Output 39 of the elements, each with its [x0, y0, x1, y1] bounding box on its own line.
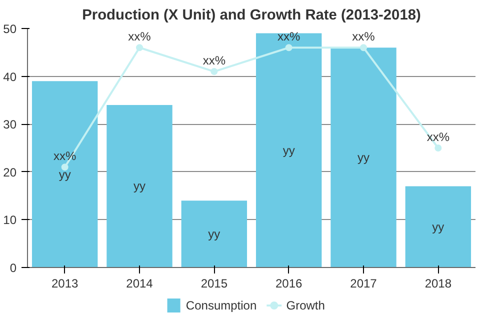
y-tick-label: 0 [10, 261, 17, 275]
chart-title: Production (X Unit) and Growth Rate (2013-2018) [82, 8, 422, 24]
point [360, 44, 367, 52]
legend-label: Growth [286, 298, 325, 312]
data-label: xx% [278, 30, 300, 44]
bar [256, 33, 322, 268]
bar [405, 186, 472, 268]
data-label: xx% [352, 30, 376, 44]
x-tick-label: 2018 [424, 276, 452, 290]
data-label: xx% [426, 130, 450, 144]
y-tick-label: 10 [3, 213, 17, 228]
data-label: yy [208, 227, 220, 242]
data-label: yy [432, 220, 444, 234]
bar [106, 104, 172, 268]
point [136, 44, 143, 52]
point [434, 144, 442, 152]
y-tick-label: 30 [3, 118, 17, 132]
data-label: yy [358, 150, 370, 165]
x-tick-label: 2014 [126, 276, 154, 290]
bar [181, 200, 248, 268]
y-tick-label: 20 [3, 165, 17, 180]
point [61, 164, 68, 171]
point [210, 68, 218, 76]
data-label: xx% [54, 149, 76, 164]
data-label: yy [134, 179, 146, 194]
x-tick-label: 2017 [350, 276, 378, 290]
x-tick-label: 2013 [51, 276, 79, 290]
bar [330, 48, 396, 268]
data-label: xx% [128, 30, 152, 44]
data-label: yy [282, 143, 295, 158]
data-label: xx% [202, 54, 226, 68]
legend-label: Consumption [186, 298, 257, 312]
point [285, 44, 292, 52]
y-tick-label: 50 [3, 22, 17, 36]
data-label: yy [58, 167, 71, 182]
bar [32, 81, 98, 268]
x-tick-label: 2015 [200, 276, 228, 290]
y-tick-label: 40 [3, 70, 17, 84]
x-tick-label: 2016 [275, 276, 303, 290]
